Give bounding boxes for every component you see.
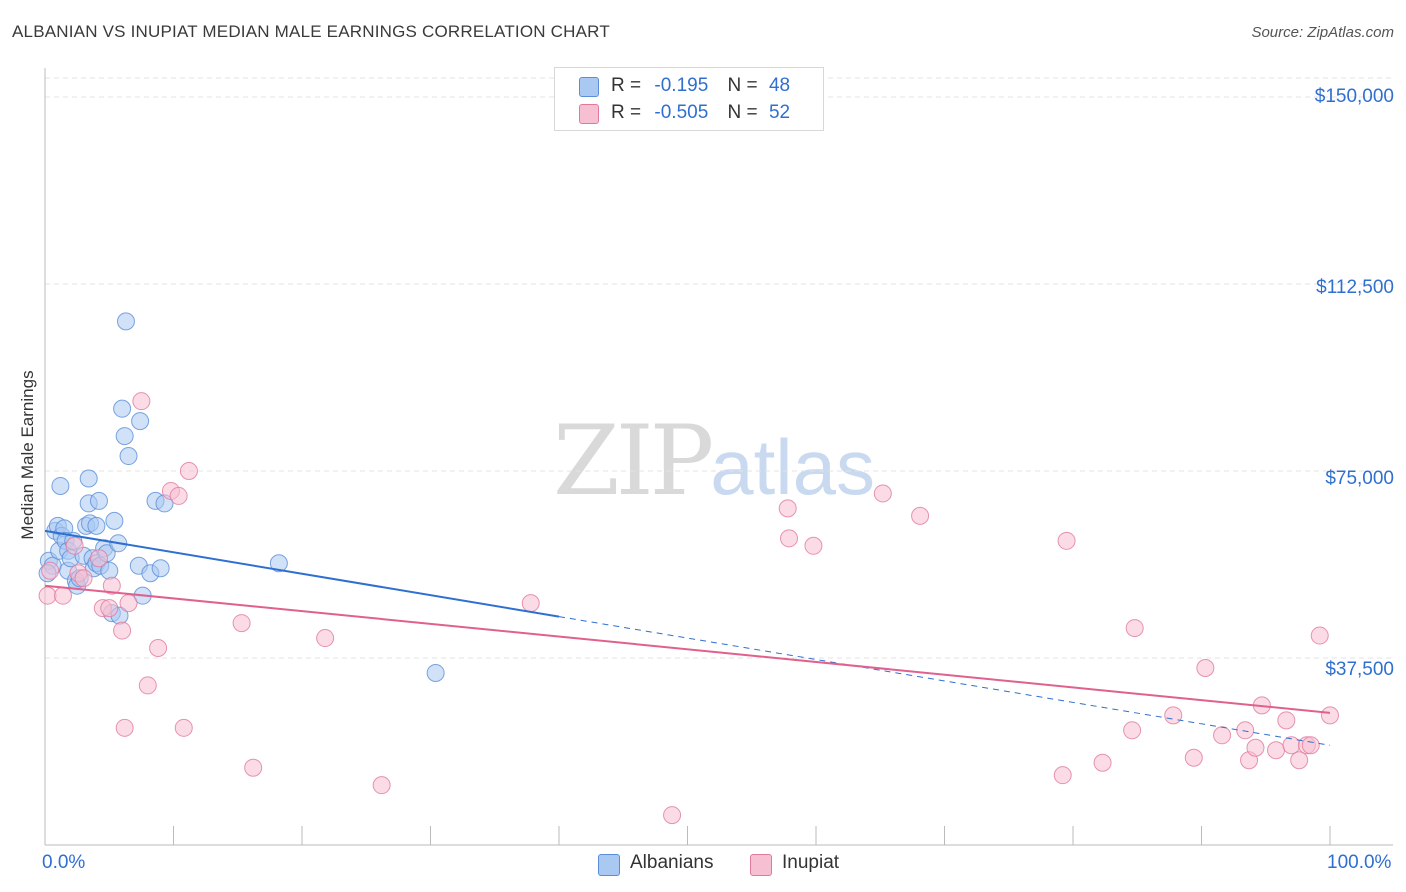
chart-title: ALBANIAN VS INUPIAT MEDIAN MALE EARNINGS… (12, 22, 610, 41)
y-axis-label: Median Male Earnings (18, 370, 37, 540)
albanian-point (151, 559, 170, 578)
albanian-point (119, 447, 138, 466)
albanians-legend-label: Albanians (630, 852, 714, 873)
inupiat-point (174, 718, 193, 737)
inupiat-point (119, 594, 138, 613)
inupiat-point (100, 599, 119, 618)
inupiat-point (53, 586, 72, 605)
inupiat-point (663, 806, 682, 825)
inupiat-point (74, 569, 93, 588)
inupiat-point (41, 561, 60, 580)
watermark-zip: ZIP (553, 405, 714, 517)
inupiat-point (1290, 751, 1309, 770)
r-label: R = (611, 102, 642, 123)
albanians-r-value: -0.195 (654, 75, 709, 96)
inupiat-trend-line (44, 584, 1331, 714)
inupiat-point (778, 499, 797, 518)
albanian-point (89, 491, 108, 510)
inupiat-point (780, 529, 799, 548)
inupiat-point (521, 594, 540, 613)
inupiat-point (1184, 748, 1203, 767)
n-label: N = (727, 102, 758, 123)
watermark: ZIPatlas (553, 405, 875, 517)
inupiat-point (102, 576, 121, 595)
inupiat-r-value: -0.505 (654, 102, 709, 123)
albanians-trend-line (44, 529, 560, 618)
inupiat-point (179, 462, 198, 480)
inupiat-point (1053, 766, 1072, 785)
inupiat-point (804, 536, 823, 555)
albanian-point (51, 476, 70, 495)
inupiat-point (1213, 726, 1232, 745)
inupiat-point (372, 776, 391, 795)
inupiat-point (138, 676, 157, 695)
source-label: Source: ZipAtlas.com (1251, 24, 1394, 41)
y-tick-label: $37,500 (1325, 659, 1394, 680)
albanians-trend-extension (558, 616, 1331, 746)
inupiat-point (244, 758, 263, 777)
inupiat-point (65, 536, 84, 555)
inupiat-point (1267, 741, 1286, 760)
albanian-point (105, 511, 124, 530)
albanian-point (426, 663, 445, 682)
albanian-point (79, 469, 98, 488)
x-tick-label: 100.0% (1327, 852, 1392, 873)
inupiat-point (1277, 711, 1296, 730)
inupiat-point (169, 486, 188, 505)
inupiat-point (911, 506, 930, 525)
inupiat-point (1301, 736, 1320, 755)
inupiat-point (316, 629, 335, 648)
correlation-legend: R = -0.195 N = 48 R = -0.505 N = 52 (554, 67, 824, 131)
y-tick-label: $75,000 (1325, 468, 1394, 489)
albanians-swatch (579, 77, 599, 97)
inupiat-point (1246, 738, 1265, 757)
albanian-point (116, 312, 135, 331)
inupiat-point (132, 392, 151, 411)
inupiat-point (1164, 706, 1183, 725)
inupiat-point (149, 639, 168, 658)
inupiat-point (113, 621, 132, 640)
inupiat-swatch (579, 104, 599, 124)
inupiat-point (1321, 706, 1339, 725)
inupiat-point (1310, 626, 1329, 645)
watermark-atlas: atlas (710, 423, 875, 511)
albanian-point (113, 399, 132, 418)
x-tick-label: 0.0% (42, 852, 86, 873)
albanian-point (115, 427, 134, 446)
inupiat-point (1125, 619, 1144, 638)
albanian-point (269, 554, 288, 573)
inupiat-legend-label: Inupiat (782, 852, 840, 873)
inupiat-point (873, 484, 892, 503)
inupiat-point (38, 586, 57, 605)
inupiat-n-value: 52 (768, 102, 791, 123)
inupiat-legend-swatch (750, 854, 772, 876)
inupiat-point (1236, 721, 1255, 740)
inupiat-point (232, 614, 251, 633)
inupiat-point (1093, 753, 1112, 772)
inupiat-point (89, 549, 108, 568)
inupiat-point (1123, 721, 1142, 740)
r-label: R = (611, 75, 642, 96)
inupiat-point (115, 718, 134, 737)
n-label: N = (727, 75, 758, 96)
albanians-n-value: 48 (768, 75, 791, 96)
y-tick-label: $112,500 (1316, 277, 1394, 298)
inupiat-point (1196, 658, 1215, 677)
albanian-point (131, 412, 150, 431)
albanian-point (87, 516, 106, 535)
albanians-legend-swatch (598, 854, 620, 876)
y-tick-label: $150,000 (1314, 86, 1394, 107)
inupiat-point (1057, 531, 1076, 550)
